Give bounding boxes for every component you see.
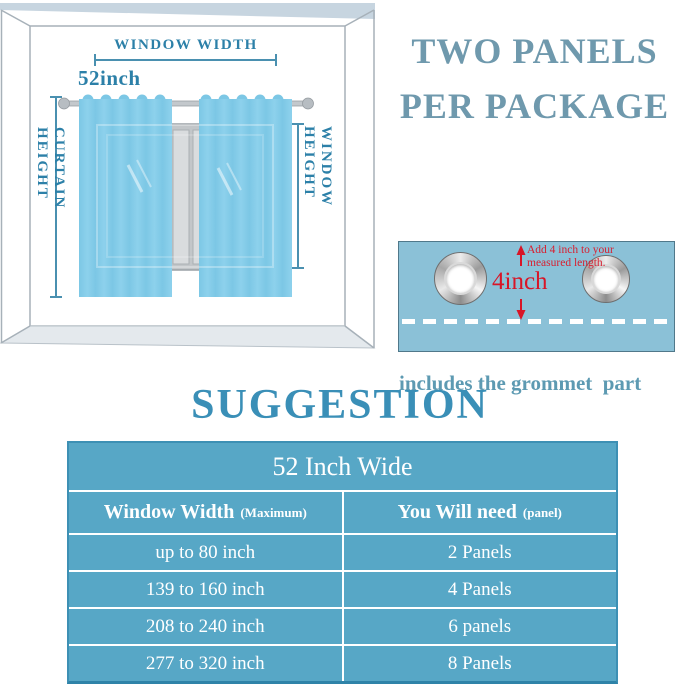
cell-window-width: 277 to 320 inch	[145, 652, 265, 674]
suggestion-heading: SUGGESTION	[191, 382, 489, 428]
curtain-left	[79, 94, 172, 297]
column-header-you-will-need-text: You Will need	[397, 501, 517, 523]
table-row: up to 80 inch 2 Panels	[69, 533, 616, 570]
cell-window-width: up to 80 inch	[155, 541, 256, 563]
two-panels-heading-line1: TWO PANELS	[411, 31, 658, 71]
curtain-rod	[58, 97, 314, 110]
column-header-window-width-text: Window Width	[103, 501, 235, 523]
column-header-you-will-need: You Will need (panel)	[341, 492, 617, 533]
curtain-right	[199, 94, 292, 297]
table-header-row: Window Width (Maximum) You Will need (pa…	[69, 490, 616, 533]
cell-panels-needed: 4 Panels	[341, 572, 617, 607]
cell-window-width: 208 to 240 inch	[145, 615, 265, 637]
length-note-line2: includes the grommet part	[399, 371, 642, 395]
cell-window-width: 139 to 160 inch	[145, 578, 265, 600]
add-4inch-note-line2: measured length.	[527, 257, 606, 269]
grommet-figure: Add 4 inch to your measured length. 4inc…	[398, 241, 675, 352]
grommet-ring-icon	[582, 255, 630, 303]
window-height-label: WINDOW HEIGHT	[301, 126, 334, 207]
4inch-label: 4inch	[492, 268, 548, 295]
panel-suggestion-table: 52 Inch Wide Window Width (Maximum) You …	[67, 441, 618, 684]
grommet-hole	[445, 263, 476, 294]
room-diagram	[0, 3, 376, 349]
column-header-window-width: Window Width (Maximum)	[69, 492, 342, 533]
grommet-hole	[592, 265, 620, 293]
table-row: 277 to 320 inch 8 Panels	[69, 644, 616, 681]
measurement-lines	[50, 54, 304, 298]
add-4inch-note: Add 4 inch to your measured length.	[527, 244, 614, 270]
window-showthrough	[96, 124, 274, 268]
ceiling-band	[0, 3, 375, 19]
add-4inch-note-line1: Add 4 inch to your	[527, 244, 614, 256]
floor	[0, 325, 376, 349]
table-title: 52 Inch Wide	[272, 451, 413, 481]
curtain-height-label: CURTAIN HEIGHT	[34, 127, 67, 210]
two-panels-heading: TWO PANELS PER PACKAGE	[390, 24, 679, 134]
window-width-label: WINDOW WIDTH	[114, 37, 258, 53]
width-value-label: 52inch	[78, 66, 141, 90]
measure-arrows	[516, 245, 526, 320]
table-row: 139 to 160 inch 4 Panels	[69, 570, 616, 607]
cell-panels-needed: 6 panels	[341, 609, 617, 644]
cell-panels-needed: 8 Panels	[341, 646, 617, 681]
column-header-window-width-suffix: (Maximum)	[240, 504, 307, 520]
cut-dash-line	[402, 319, 671, 324]
cell-panels-needed: 2 Panels	[341, 535, 617, 570]
grommet-ring-icon	[434, 252, 487, 305]
perspective-lines	[0, 9, 375, 349]
column-header-you-will-need-suffix: (panel)	[522, 504, 562, 520]
table-row: 208 to 240 inch 6 panels	[69, 607, 616, 644]
two-panels-heading-line2: PER PACKAGE	[399, 86, 670, 126]
